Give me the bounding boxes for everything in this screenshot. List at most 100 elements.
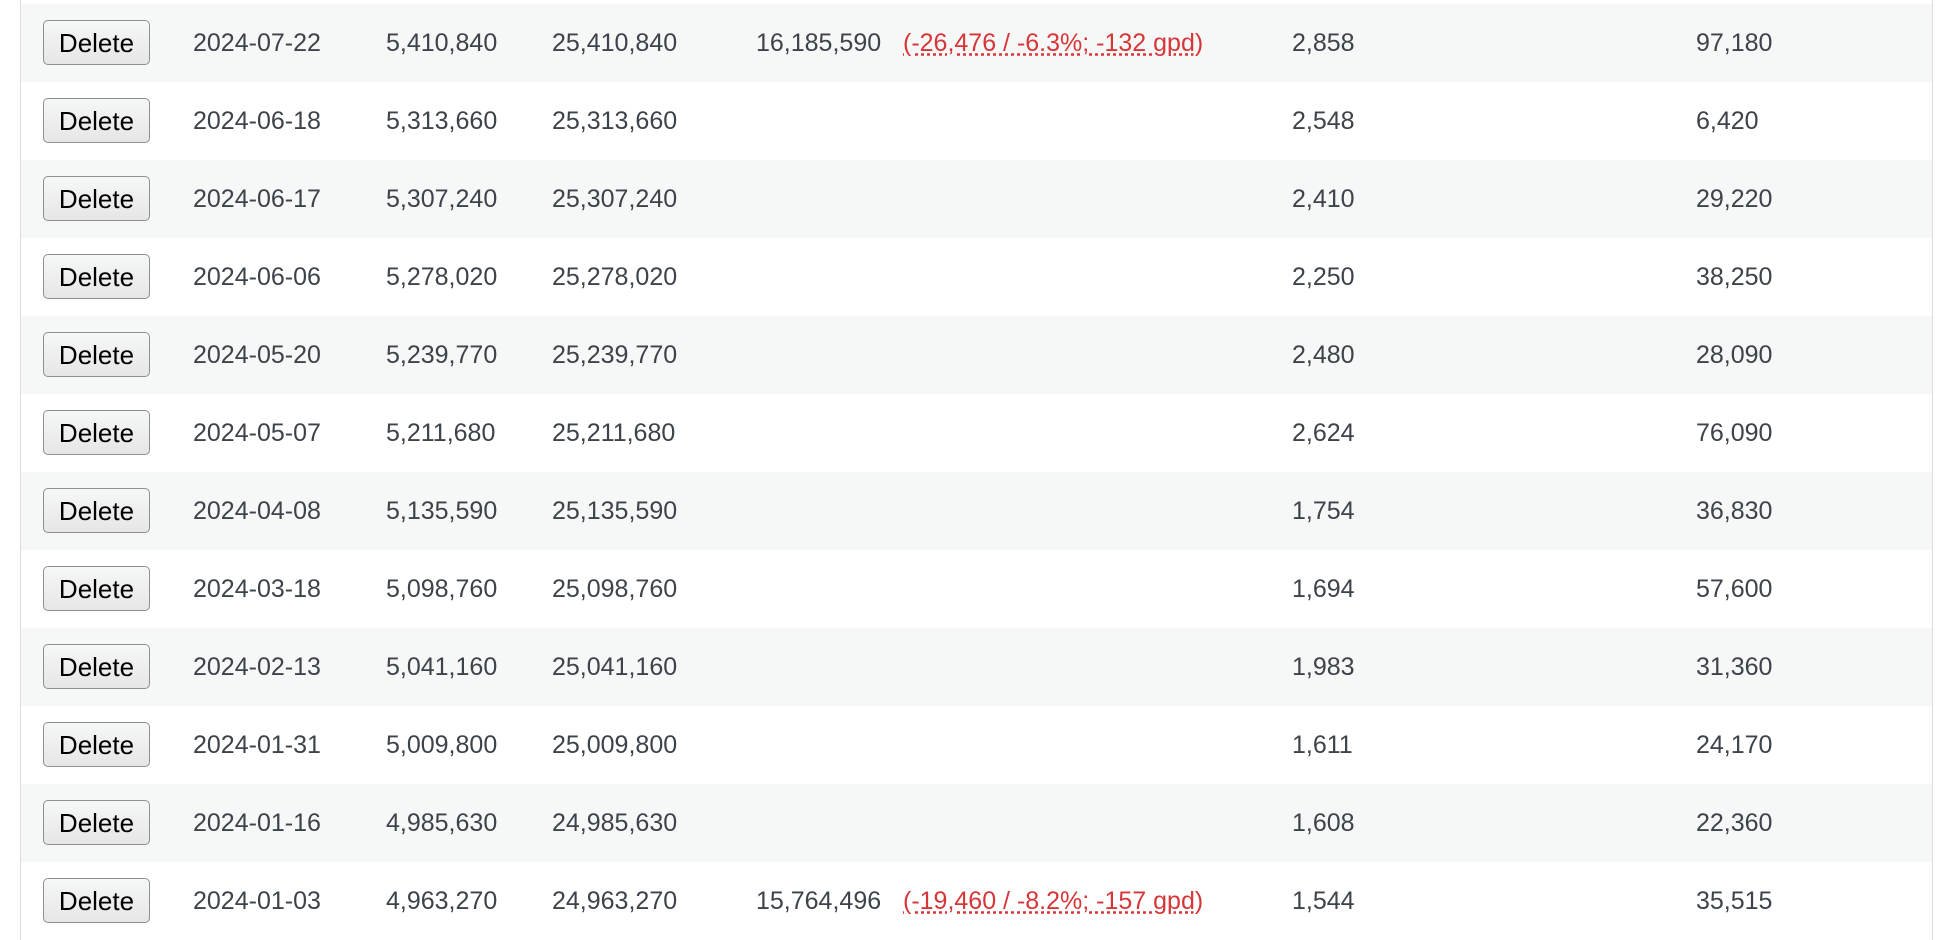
table-row: Delete 2024-05-07 5,211,680 25,211,680 2,624…: [21, 394, 1932, 472]
col1-cell: 5,410,840: [386, 4, 497, 82]
col5-text: 76,090: [1696, 419, 1773, 447]
col4-text: 2,250: [1292, 263, 1355, 291]
col5-cell: 97,180: [1696, 4, 1772, 82]
col4-text: 2,548: [1292, 107, 1355, 135]
date-cell: 2024-04-08: [193, 472, 321, 550]
date-text: 2024-05-07: [193, 419, 321, 447]
change-note[interactable]: (-19,460 / -8.2%; -157 gpd): [903, 887, 1204, 915]
col3-cell: 16,185,590: [756, 4, 881, 82]
col1-text: 4,963,270: [386, 887, 498, 915]
col3-text: 16,185,590: [756, 29, 882, 57]
col5-text: 38,250: [1696, 263, 1773, 291]
delete-button[interactable]: Delete: [43, 20, 150, 65]
col2-text: 25,009,800: [552, 731, 678, 759]
col5-cell: 35,515: [1696, 862, 1772, 940]
col2-text: 25,211,680: [552, 419, 676, 447]
col1-cell: 5,041,160: [386, 628, 497, 706]
date-text: 2024-01-16: [193, 809, 321, 837]
table-row: Delete 2024-05-20 5,239,770 25,239,770 2,480…: [21, 316, 1932, 394]
col4-cell: 1,694: [1292, 550, 1355, 628]
delete-button[interactable]: Delete: [43, 176, 150, 221]
date-cell: 2024-02-13: [193, 628, 321, 706]
col2-text: 25,410,840: [552, 29, 678, 57]
date-cell: 2024-07-22: [193, 4, 321, 82]
col5-cell: 6,420: [1696, 82, 1759, 160]
delete-button[interactable]: Delete: [43, 800, 150, 845]
date-cell: 2024-06-17: [193, 160, 321, 238]
date-text: 2024-04-08: [193, 497, 321, 525]
note-cell: (-19,460 / -8.2%; -157 gpd): [903, 862, 1203, 940]
col1-text: 5,410,840: [386, 29, 498, 57]
date-cell: 2024-05-07: [193, 394, 321, 472]
col1-cell: 5,135,590: [386, 472, 497, 550]
table-row: Delete 2024-06-06 5,278,020 25,278,020 2,250…: [21, 238, 1932, 316]
col1-text: 5,135,590: [386, 497, 498, 525]
table-row: Delete 2024-04-08 5,135,590 25,135,590 1,754…: [21, 472, 1932, 550]
delete-button[interactable]: Delete: [43, 878, 150, 923]
delete-button[interactable]: Delete: [43, 410, 150, 455]
date-cell: 2024-06-18: [193, 82, 321, 160]
col2-text: 25,313,660: [552, 107, 678, 135]
delete-button[interactable]: Delete: [43, 644, 150, 689]
col1-text: 5,211,680: [386, 419, 496, 447]
col1-text: 5,313,660: [386, 107, 498, 135]
col2-cell: 25,041,160: [552, 628, 677, 706]
col5-cell: 22,360: [1696, 784, 1772, 862]
col4-cell: 1,754: [1292, 472, 1355, 550]
col2-text: 24,963,270: [552, 887, 678, 915]
col1-cell: 5,239,770: [386, 316, 497, 394]
col5-cell: 76,090: [1696, 394, 1772, 472]
delete-button[interactable]: Delete: [43, 722, 150, 767]
col4-cell: 1,608: [1292, 784, 1355, 862]
col1-cell: 5,211,680: [386, 394, 495, 472]
col4-cell: 1,611: [1292, 706, 1353, 784]
date-text: 2024-05-20: [193, 341, 321, 369]
date-text: 2024-06-18: [193, 107, 321, 135]
col1-text: 5,239,770: [386, 341, 498, 369]
col5-cell: 29,220: [1696, 160, 1772, 238]
col5-text: 6,420: [1696, 107, 1759, 135]
col3-text: 15,764,496: [756, 887, 882, 915]
table-row: Delete 2024-07-22 5,410,840 25,410,840 16,18…: [21, 4, 1932, 82]
col5-text: 57,600: [1696, 575, 1773, 603]
col2-text: 25,239,770: [552, 341, 678, 369]
col2-cell: 25,410,840: [552, 4, 677, 82]
col4-text: 1,611: [1292, 731, 1353, 759]
date-text: 2024-06-06: [193, 263, 321, 291]
col1-cell: 5,098,760: [386, 550, 497, 628]
table-row: Delete 2024-01-16 4,985,630 24,985,630 1,608…: [21, 784, 1932, 862]
col1-text: 5,009,800: [386, 731, 498, 759]
col4-text: 2,410: [1292, 185, 1355, 213]
col1-cell: 4,963,270: [386, 862, 497, 940]
change-note[interactable]: (-26,476 / -6.3%; -132 gpd): [903, 29, 1204, 57]
col4-cell: 2,480: [1292, 316, 1355, 394]
col2-text: 25,307,240: [552, 185, 678, 213]
col2-cell: 25,307,240: [552, 160, 677, 238]
table-row: Delete 2024-03-18 5,098,760 25,098,760 1,694…: [21, 550, 1932, 628]
col5-text: 97,180: [1696, 29, 1773, 57]
col1-cell: 4,985,630: [386, 784, 497, 862]
col5-text: 22,360: [1696, 809, 1773, 837]
delete-button[interactable]: Delete: [43, 488, 150, 533]
col2-text: 25,098,760: [552, 575, 678, 603]
col2-cell: 24,963,270: [552, 862, 677, 940]
delete-button[interactable]: Delete: [43, 98, 150, 143]
delete-button[interactable]: Delete: [43, 332, 150, 377]
date-cell: 2024-06-06: [193, 238, 321, 316]
col5-text: 24,170: [1696, 731, 1773, 759]
date-text: 2024-07-22: [193, 29, 321, 57]
date-text: 2024-01-31: [193, 731, 321, 759]
delete-button[interactable]: Delete: [43, 254, 150, 299]
col2-cell: 25,009,800: [552, 706, 677, 784]
col5-cell: 38,250: [1696, 238, 1772, 316]
col4-cell: 2,548: [1292, 82, 1355, 160]
table-row: Delete 2024-06-17 5,307,240 25,307,240 2,410…: [21, 160, 1932, 238]
date-cell: 2024-01-03: [193, 862, 321, 940]
col4-text: 1,608: [1292, 809, 1355, 837]
col4-cell: 2,250: [1292, 238, 1355, 316]
col1-text: 5,098,760: [386, 575, 498, 603]
col4-text: 1,983: [1292, 653, 1355, 681]
delete-button[interactable]: Delete: [43, 566, 150, 611]
col2-text: 24,985,630: [552, 809, 678, 837]
col1-cell: 5,009,800: [386, 706, 497, 784]
